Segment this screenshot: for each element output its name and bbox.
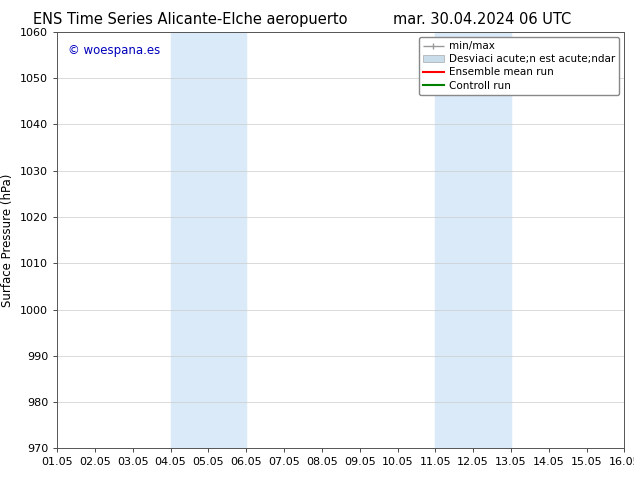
Bar xyxy=(436,32,511,448)
Text: © woespana.es: © woespana.es xyxy=(68,44,160,57)
Y-axis label: Surface Pressure (hPa): Surface Pressure (hPa) xyxy=(1,173,15,307)
Bar xyxy=(171,32,246,448)
Text: ENS Time Series Alicante-Elche aeropuerto: ENS Time Series Alicante-Elche aeropuert… xyxy=(33,12,347,27)
Legend: min/max, Desviaci acute;n est acute;ndar, Ensemble mean run, Controll run: min/max, Desviaci acute;n est acute;ndar… xyxy=(418,37,619,95)
Text: mar. 30.04.2024 06 UTC: mar. 30.04.2024 06 UTC xyxy=(392,12,571,27)
